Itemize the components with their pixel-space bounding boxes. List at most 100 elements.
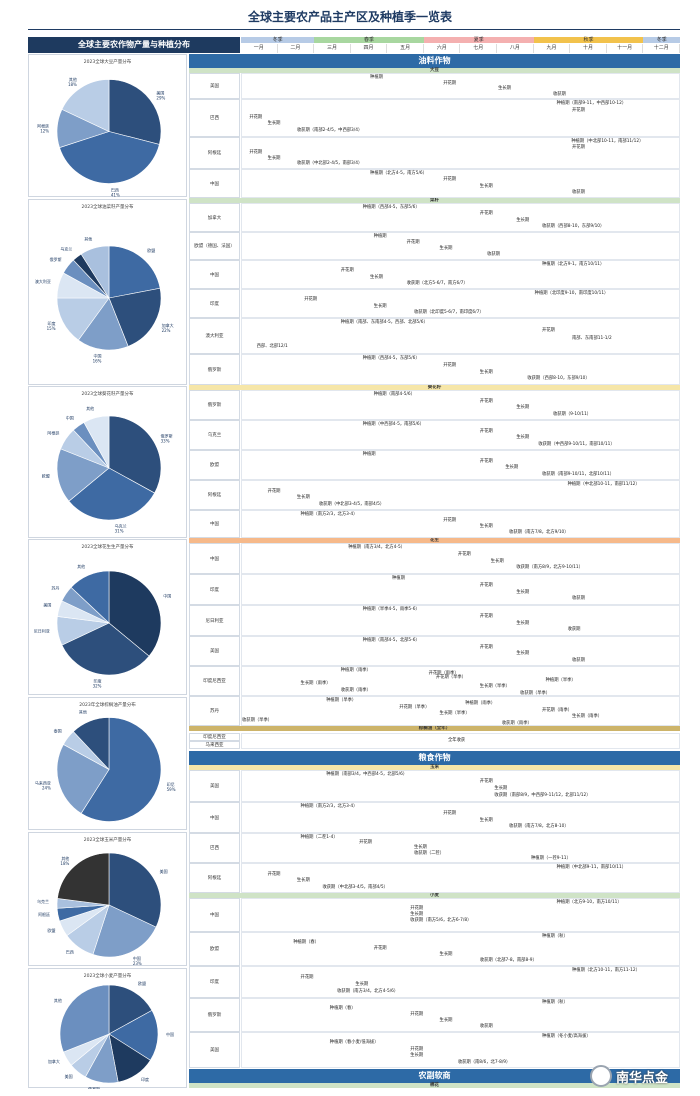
timeline-event: 种植期（旱季） (545, 677, 576, 683)
timeline-event: 收获期（南方8/9，北方9-10/11） (516, 565, 583, 571)
timeline-event: 收获期 (479, 1024, 493, 1029)
country-label: 加拿大 (189, 203, 240, 232)
timeline-event: 生长期 (355, 982, 369, 987)
pie-label-1: 印度 (93, 678, 101, 684)
timeline-event: 收获期（南方7/8，北方9/10） (509, 530, 569, 535)
timeline-event: 收获期（旱季） (242, 717, 273, 723)
timeline-row: 种植期（南部9-11，中西部10-12） 开花期 开花期 生长期 收获期（南部2-4/5… (241, 99, 680, 137)
timeline-event: 生长期 (267, 121, 281, 127)
timeline-event: 收获期（南部2-4/5，中西部3/4） (296, 128, 363, 134)
palm-grid: 全年收获 (241, 733, 680, 749)
pie-chart-2: 2023全球葵花籽产量分布 俄罗斯 33% 乌克兰 31% 欧盟 阿根廷 中国 其他 (28, 386, 187, 538)
watermark: 南华点金 (590, 1065, 668, 1087)
season-2: 夏季 (423, 37, 534, 43)
pie-label-3: 其他 (79, 709, 87, 715)
chart-title: 2023全球油菜籽产量分布 (81, 205, 134, 210)
timeline-event: 生长期 (516, 405, 530, 410)
timeline-event: 开花期 (304, 297, 318, 303)
pie-label-3: 欧盟 (48, 927, 56, 933)
timeline-row: 种植期（北方10-11，南方11-12） 开花期 生长期 收获期（南方3/4，北方4-… (241, 966, 680, 998)
country-label: 中国 (189, 510, 240, 538)
timeline-event: 种植期（北方9-1，南方10/11） (541, 262, 605, 267)
timeline-event: 开花期 (479, 582, 493, 588)
chart-title: 2023全球花生生产量分布 (81, 545, 134, 550)
timeline-event: 种植期 (370, 75, 383, 80)
pie-pct-1: 24% (42, 785, 51, 790)
timeline-event: 收获期（西部8-10，东部9/10） (541, 223, 605, 229)
country-label: 中国 (189, 898, 240, 932)
timeline-event: 种植期（南部4-5/6） (373, 392, 415, 397)
pie-label-0: 印尼 (167, 781, 175, 787)
pie-label-6: 其他 (54, 997, 62, 1003)
timeline-event: 开花期 (479, 613, 493, 619)
pie-label-2: 泰国 (54, 728, 62, 734)
timeline-event: 种植期（中北部10-11，南部11/12） (571, 139, 644, 144)
timeline-event: 收获期 (567, 627, 581, 633)
wechat-icon (590, 1065, 612, 1087)
timeline-event: 开花期（旱季） (435, 674, 466, 680)
pie-label-2: 巴西 (66, 950, 74, 955)
pie-label-0: 美国 (156, 90, 164, 96)
pie-slice-2 (78, 297, 129, 351)
timeline-event: 开花期 (479, 644, 493, 650)
country-label: 澳大利亚 (189, 318, 240, 354)
timeline-event: 生长期 (267, 155, 281, 161)
pie-slice-6 (57, 852, 110, 906)
timeline-event: 种植期（春） (329, 1006, 356, 1011)
timeline-event: 生长期 (516, 651, 530, 656)
timeline-row: 种植期（秋） 种植期（春） 开花期 生长期 收获期 (241, 998, 680, 1032)
country-label: 欧盟 (189, 932, 240, 966)
timeline-event: 种植期（北印度9-10，南印度10/11） (534, 291, 609, 296)
timeline-row: 种植期 开花期 生长期 收获期 (241, 232, 680, 260)
pie-label-0: 欧盟 (138, 980, 146, 986)
pie-slice-2 (56, 448, 110, 502)
timeline-event: 生长期（雨季） (300, 681, 331, 686)
timeline-event: 开花期 (359, 840, 372, 846)
pie-label-5: 其他 (77, 563, 85, 569)
timeline-event: 种植期（雨季） (465, 701, 496, 707)
country-label: 阿根廷 (189, 480, 240, 510)
timeline-event: 收获期（北印度5-6/7，南印度6/7） (413, 309, 484, 315)
pie-slice-7 (80, 245, 110, 300)
timeline-event: 开花期 (410, 1046, 424, 1052)
timeline-event: 种植期（秋） (541, 934, 568, 939)
pie-chart-5: 2023全球玉米产量分布 美国 中国 23% 巴西 欧盟 阿根廷 乌克兰 其他 18% (28, 832, 187, 966)
timeline-event: 种植期（南方2/3，北方3-4） (300, 512, 358, 517)
pie-label-2: 欧盟 (42, 472, 50, 478)
timeline-event: 开花期 (406, 240, 420, 245)
country-label: 中国 (189, 260, 240, 289)
timeline-row: 种植期（北方9-10，南方10/11） 开花期 生长期 收获期（南方5/6，北方6-7… (241, 898, 680, 932)
timeline-event: 开花期 (410, 906, 424, 911)
month-11: 十一月 (607, 44, 644, 53)
timeline-event: 开花期 (443, 80, 457, 86)
timeline-event: 收获期（中北部3-4/5，南部4/5） (318, 501, 385, 507)
country-label: 俄罗斯 (189, 998, 240, 1032)
pie-label-1: 巴西 (111, 187, 119, 192)
title-divider (28, 29, 680, 30)
timeline-event: 种植期（雨季） (340, 668, 371, 673)
timeline-event: 生长期（旱季） (479, 684, 510, 690)
country-label: 中国 (189, 169, 240, 198)
pie-label-5: 加拿大 (48, 1058, 60, 1064)
pie-chart-0: 2023全球大豆产量分布 美国 29% 巴西 41% 阿根廷 12% 其他 18% (28, 54, 187, 197)
month-3: 三月 (314, 44, 351, 53)
timeline-event: 开花期 (267, 871, 281, 877)
timeline-row: 种植期（雨季） 开花期（雨季） 开花期（旱季） 种植期（旱季） 生长期（雨季） 生长期（旱… (241, 666, 680, 696)
timeline-row: 种植期 开花期 生长期 收获期 (241, 73, 680, 99)
timeline-event: 收获期（南方5/6，北方6-7/8） (410, 918, 472, 923)
timeline-event: 种植期（西部4-5，东部5/6） (362, 205, 420, 210)
pie-label-0: 中国 (163, 592, 171, 598)
timeline-event: 种植期（中北部9-11，南部10/11） (556, 865, 627, 870)
timeline-row: 种植期（旱季4-5，雨季5-6） 开花期 生长期 收获期 (241, 605, 680, 636)
country-label: 印度 (189, 289, 240, 318)
country-label: 美国 (189, 770, 240, 802)
month-12: 十二月 (643, 44, 680, 53)
pie-label-2: 印度 (141, 1076, 149, 1082)
timeline-event: 开花期 (373, 946, 387, 951)
timeline-event: 开花期（雨季） (541, 707, 573, 713)
pie-label-4: 澳大利亚 (35, 278, 51, 284)
timeline-event: 收获期 (572, 657, 585, 663)
timeline-event: 种植期（旱季4-5，雨季5-6） (362, 607, 420, 612)
timeline-row: 种植期（北印度9-10，南印度10/11） 开花期 生长期 收获期（北印度5-6/7，… (241, 289, 680, 318)
timeline-event: 种植期（春小麦/低海拔） (329, 1040, 379, 1046)
